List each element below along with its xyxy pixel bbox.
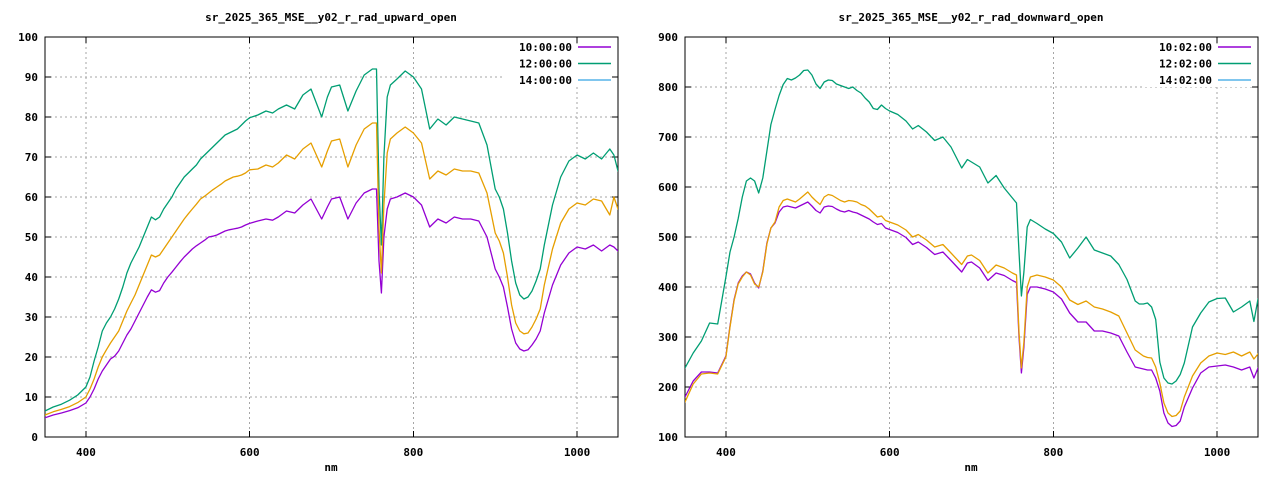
y-tick-label: 90: [25, 71, 38, 84]
x-tick-label: 600: [880, 446, 900, 459]
y-tick-label: 100: [658, 431, 678, 444]
curves: [45, 68, 618, 419]
series-line-10:00:00: [45, 188, 618, 419]
series-line-10:02:00: [685, 201, 1258, 428]
chart-title: sr_2025_365_MSE__y02_r_rad_downward_open: [839, 11, 1104, 24]
y-tick-label: 40: [25, 271, 38, 284]
y-tick-label: 900: [658, 31, 678, 44]
x-axis-label: nm: [324, 461, 338, 474]
x-axis-label: nm: [964, 461, 978, 474]
y-tick-label: 10: [25, 391, 38, 404]
legend-label: 12:00:00: [519, 58, 572, 71]
chart-title: sr_2025_365_MSE__y02_r_rad_upward_open: [205, 11, 457, 24]
legend-label: 14:00:00: [519, 74, 572, 87]
y-tick-label: 0: [31, 431, 38, 444]
upward-open-chart: sr_2025_365_MSE__y02_r_rad_upward_open 4…: [18, 11, 619, 474]
x-tick-label: 800: [403, 446, 423, 459]
y-tick-label: 500: [658, 231, 678, 244]
y-tick-label: 600: [658, 181, 678, 194]
y-tick-label: 70: [25, 151, 38, 164]
x-tick-label: 800: [1043, 446, 1063, 459]
y-tick-label: 400: [658, 281, 678, 294]
y-tick-label: 700: [658, 131, 678, 144]
y-tick-label: 300: [658, 331, 678, 344]
y-tick-label: 50: [25, 231, 38, 244]
y-tick-label: 100: [18, 31, 38, 44]
y-tick-label: 80: [25, 111, 38, 124]
y-tick-label: 800: [658, 81, 678, 94]
plot-area: 400 600 800 1000 100 200 300 400 500 600 700 800 900…: [658, 31, 1259, 459]
plot-area: 400 600 800 1000 0 10 20 30 40 50 60 70 80 90 100 10:00…: [18, 31, 619, 459]
y-tick-label: 30: [25, 311, 38, 324]
series-line-12:02:00: [685, 69, 1258, 385]
series-line-14:02:00: [685, 191, 1258, 418]
x-tick-label: 400: [716, 446, 736, 459]
downward-open-chart: sr_2025_365_MSE__y02_r_rad_downward_open…: [658, 11, 1259, 474]
legend-label: 10:02:00: [1159, 41, 1212, 54]
legend-label: 10:00:00: [519, 41, 572, 54]
legend-label: 12:02:00: [1159, 58, 1212, 71]
x-tick-label: 400: [76, 446, 96, 459]
series-line-12:00:00: [45, 68, 618, 412]
x-tick-label: 1000: [1204, 446, 1231, 459]
y-tick-label: 60: [25, 191, 38, 204]
curves: [685, 69, 1258, 428]
x-tick-label: 600: [240, 446, 260, 459]
legend-label: 14:02:00: [1159, 74, 1212, 87]
y-tick-label: 20: [25, 351, 38, 364]
x-tick-label: 1000: [564, 446, 591, 459]
series-line-14:00:00: [45, 122, 618, 416]
y-tick-label: 200: [658, 381, 678, 394]
